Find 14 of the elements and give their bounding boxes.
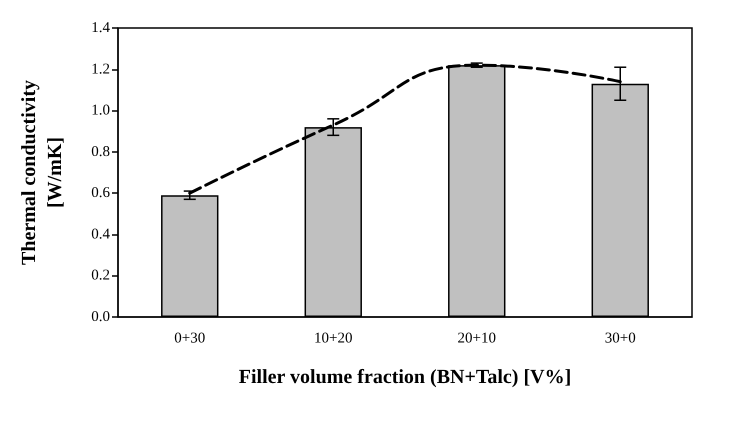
y-tick-label: 1.2 [91,61,110,78]
y-tick-label: 0.2 [91,268,110,284]
x-tick-label: 10+20 [314,330,352,346]
x-tick-label: 30+0 [604,330,636,346]
y-tick-label: 1.0 [91,102,110,119]
y-tick-label: 0.8 [91,144,110,160]
y-tick-label: 1.4 [91,20,110,36]
x-tick-label: 0+30 [174,330,206,346]
x-axis-title: Filler volume fraction (BN+Talc) [V%] [238,366,572,388]
y-tick-label: 0.6 [91,185,110,202]
y-tick-label: 0.0 [91,309,110,325]
y-axis-title: Thermal conductivity [W/mK] [18,80,66,265]
x-tick-label: 20+10 [458,330,496,346]
y-tick-label: 0.4 [91,226,110,242]
